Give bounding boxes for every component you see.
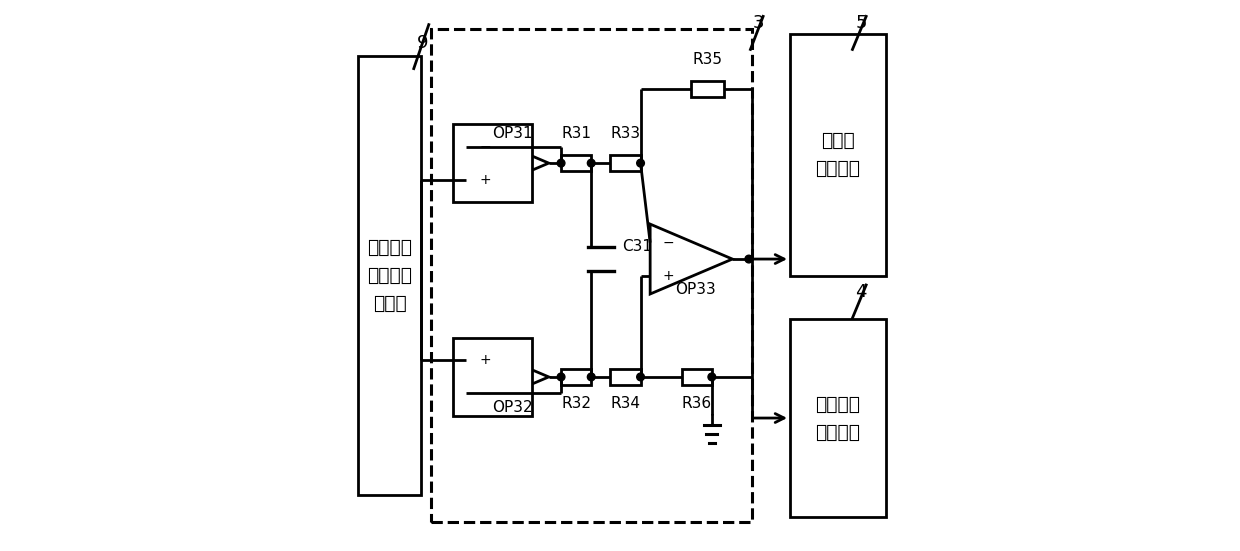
FancyBboxPatch shape — [610, 155, 641, 171]
Text: R34: R34 — [610, 396, 641, 411]
Text: 次级电压
同步电路: 次级电压 同步电路 — [816, 395, 861, 441]
FancyBboxPatch shape — [358, 56, 422, 495]
Text: R35: R35 — [693, 52, 723, 67]
Circle shape — [588, 373, 595, 381]
FancyBboxPatch shape — [790, 34, 885, 276]
Text: R33: R33 — [610, 126, 641, 141]
Text: +: + — [479, 354, 491, 368]
Circle shape — [557, 373, 565, 381]
FancyBboxPatch shape — [682, 369, 712, 385]
Circle shape — [557, 159, 565, 167]
Text: −: − — [479, 386, 491, 401]
Text: R31: R31 — [562, 126, 591, 141]
Text: 3: 3 — [753, 14, 764, 33]
Text: OP32: OP32 — [492, 399, 532, 414]
Text: 9: 9 — [417, 34, 428, 51]
Text: 逆变直流
点焚机的
变压器: 逆变直流 点焚机的 变压器 — [367, 238, 412, 313]
FancyBboxPatch shape — [790, 320, 885, 517]
FancyBboxPatch shape — [453, 338, 532, 416]
Text: −: − — [663, 236, 675, 250]
FancyBboxPatch shape — [691, 81, 724, 98]
Text: 嵌入式
微处理器: 嵌入式 微处理器 — [816, 131, 861, 179]
Text: 4: 4 — [856, 283, 867, 301]
FancyBboxPatch shape — [610, 369, 641, 385]
Text: +: + — [479, 172, 491, 187]
Text: C31: C31 — [622, 239, 652, 253]
Text: +: + — [663, 268, 675, 283]
Text: OP33: OP33 — [676, 282, 715, 296]
Circle shape — [588, 159, 595, 167]
Circle shape — [636, 373, 645, 381]
FancyBboxPatch shape — [560, 369, 591, 385]
Circle shape — [745, 255, 753, 263]
Text: OP31: OP31 — [492, 126, 532, 141]
Text: 5: 5 — [856, 14, 867, 33]
Text: R36: R36 — [682, 396, 712, 411]
Circle shape — [708, 373, 715, 381]
Text: −: − — [479, 139, 491, 154]
Text: R32: R32 — [562, 396, 591, 411]
FancyBboxPatch shape — [560, 155, 591, 171]
Circle shape — [636, 159, 645, 167]
FancyBboxPatch shape — [453, 124, 532, 202]
